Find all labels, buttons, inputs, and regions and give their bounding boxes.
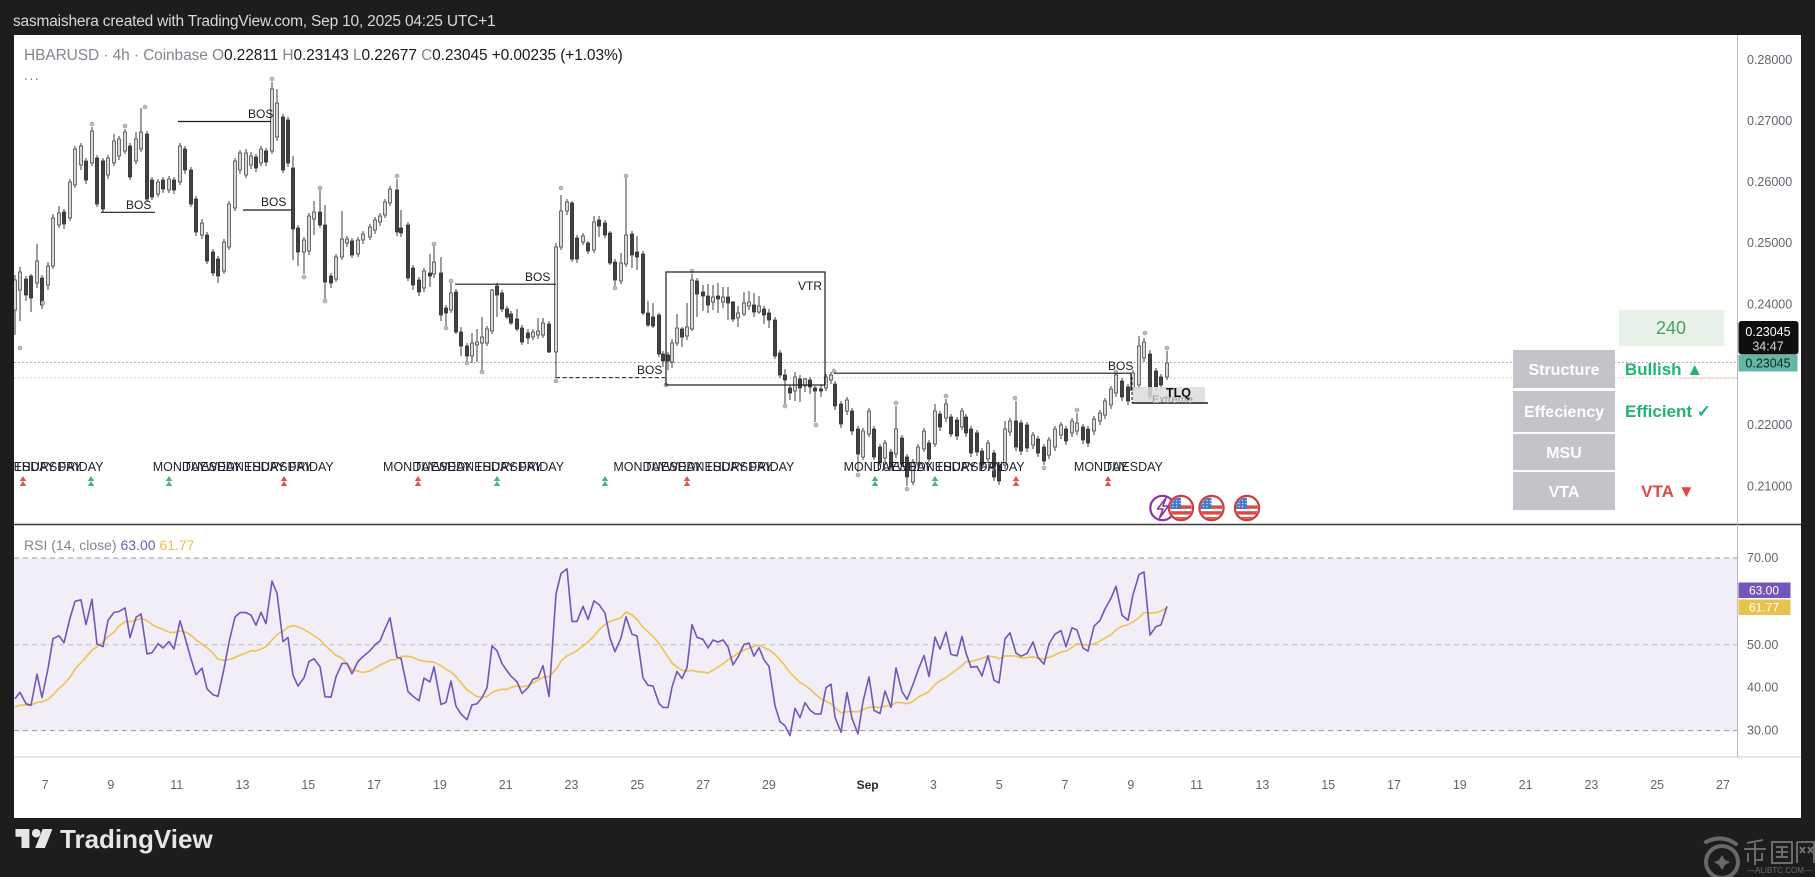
svg-text:27: 27 xyxy=(696,778,710,792)
svg-text:BOS: BOS xyxy=(525,270,550,284)
svg-text:MONDAY: MONDAY xyxy=(1074,460,1129,474)
svg-text:19: 19 xyxy=(1453,778,1467,792)
svg-text:50.00: 50.00 xyxy=(1747,638,1778,652)
svg-text:0.21000: 0.21000 xyxy=(1747,480,1792,494)
svg-text:RSI (14, close) 63.00 61.77: RSI (14, close) 63.00 61.77 xyxy=(24,537,195,553)
svg-text:—ALIBTC.COM—: —ALIBTC.COM— xyxy=(1747,866,1812,875)
svg-text:19: 19 xyxy=(433,778,447,792)
svg-text:21: 21 xyxy=(1519,778,1533,792)
svg-text:MONDAY: MONDAY xyxy=(383,460,438,474)
svg-text:sasmaishera created with Tradi: sasmaishera created with TradingView.com… xyxy=(13,13,495,30)
svg-text:15: 15 xyxy=(301,778,315,792)
svg-text:15: 15 xyxy=(1321,778,1335,792)
svg-text:MONDAY: MONDAY xyxy=(844,460,899,474)
svg-text:Efficient ✓: Efficient ✓ xyxy=(1625,402,1711,421)
svg-text:BOS: BOS xyxy=(637,363,662,377)
svg-text:MONDAY: MONDAY xyxy=(153,460,208,474)
svg-text:25: 25 xyxy=(630,778,644,792)
svg-text:TUESDAY: TUESDAY xyxy=(184,460,243,474)
svg-text:THURSDAY: THURSDAY xyxy=(935,460,1003,474)
svg-text:WEDNESDAY: WEDNESDAY xyxy=(206,460,286,474)
svg-text:61.77: 61.77 xyxy=(1749,601,1779,615)
svg-text:63.00: 63.00 xyxy=(1749,584,1779,598)
svg-text:TUESDAY: TUESDAY xyxy=(644,460,703,474)
svg-text:30.00: 30.00 xyxy=(1747,724,1778,738)
svg-text:23: 23 xyxy=(565,778,579,792)
svg-text:40.00: 40.00 xyxy=(1747,681,1778,695)
svg-text:FRIDAY: FRIDAY xyxy=(519,460,565,474)
svg-text:Bullish ▲: Bullish ▲ xyxy=(1625,360,1703,379)
svg-text:WEDNESDAY: WEDNESDAY xyxy=(897,460,977,474)
svg-text:VTA: VTA xyxy=(1549,484,1580,501)
svg-text:0.26000: 0.26000 xyxy=(1747,175,1792,189)
svg-text:5: 5 xyxy=(996,778,1003,792)
svg-text:21: 21 xyxy=(499,778,513,792)
svg-text:Sep: Sep xyxy=(857,778,879,792)
svg-text:9: 9 xyxy=(107,778,114,792)
svg-text:TLQ: TLQ xyxy=(1166,386,1191,400)
svg-text:7: 7 xyxy=(42,778,49,792)
svg-text:MSU: MSU xyxy=(1546,445,1582,462)
svg-text:Extreme: Extreme xyxy=(1152,394,1193,406)
svg-text:TUESDAY: TUESDAY xyxy=(414,460,473,474)
svg-text:13: 13 xyxy=(1255,778,1269,792)
svg-text:17: 17 xyxy=(1387,778,1401,792)
svg-text:0.27000: 0.27000 xyxy=(1747,114,1792,128)
svg-text:MONDAY: MONDAY xyxy=(613,460,668,474)
svg-text:FRIDAY: FRIDAY xyxy=(289,460,335,474)
svg-text:34:47: 34:47 xyxy=(1752,340,1783,354)
svg-text:0.25000: 0.25000 xyxy=(1747,236,1792,250)
svg-text:0.24000: 0.24000 xyxy=(1747,298,1792,312)
svg-text:FRIDAY: FRIDAY xyxy=(749,460,795,474)
svg-text:240: 240 xyxy=(1656,318,1686,338)
svg-text:11: 11 xyxy=(170,778,183,792)
svg-text:TUESDAY: TUESDAY xyxy=(874,460,933,474)
svg-text:WEDNESDAY: WEDNESDAY xyxy=(666,460,746,474)
svg-text:3: 3 xyxy=(930,778,937,792)
svg-text:VTR: VTR xyxy=(798,279,822,293)
svg-text:Effeciency: Effeciency xyxy=(1524,404,1604,421)
svg-text:70.00: 70.00 xyxy=(1747,551,1778,565)
svg-text:13: 13 xyxy=(236,778,250,792)
svg-text:9: 9 xyxy=(1127,778,1134,792)
svg-text:29: 29 xyxy=(762,778,776,792)
svg-text:THURSDAY: THURSDAY xyxy=(14,460,82,474)
svg-text:0.23045: 0.23045 xyxy=(1745,357,1790,371)
svg-text:17: 17 xyxy=(367,778,381,792)
svg-text:0.23045: 0.23045 xyxy=(1745,325,1790,339)
svg-text:HBARUSD · 4h · Coinbase O0.22: HBARUSD · 4h · Coinbase O0.22811 H0.2314… xyxy=(24,47,623,64)
svg-text:BOS: BOS xyxy=(261,195,286,209)
svg-text:25: 25 xyxy=(1650,778,1664,792)
svg-text:BOS: BOS xyxy=(1108,359,1133,373)
svg-text:23: 23 xyxy=(1584,778,1598,792)
svg-text:THURSDAY: THURSDAY xyxy=(475,460,543,474)
svg-text:FRIDAY: FRIDAY xyxy=(980,460,1026,474)
svg-text:WEDNESDAY: WEDNESDAY xyxy=(436,460,516,474)
svg-text:7: 7 xyxy=(1062,778,1069,792)
svg-text:THURSDAY: THURSDAY xyxy=(705,460,773,474)
svg-text:TUESDAY: TUESDAY xyxy=(1105,460,1164,474)
svg-text:0.22000: 0.22000 xyxy=(1747,418,1792,432)
svg-text:TradingView: TradingView xyxy=(60,824,213,854)
svg-text:Structure: Structure xyxy=(1528,362,1599,379)
svg-text:BOS: BOS xyxy=(126,198,151,212)
svg-text:FRIDAY: FRIDAY xyxy=(59,460,105,474)
svg-text:27: 27 xyxy=(1716,778,1730,792)
svg-text:VTA ▼: VTA ▼ xyxy=(1641,482,1695,501)
svg-text:0.28000: 0.28000 xyxy=(1747,53,1792,67)
svg-text:WEDNESDAY: WEDNESDAY xyxy=(0,460,56,474)
svg-text:THURSDAY: THURSDAY xyxy=(244,460,312,474)
svg-text:BOS: BOS xyxy=(248,107,273,121)
svg-text:...: ... xyxy=(24,67,40,83)
svg-text:11: 11 xyxy=(1190,778,1203,792)
